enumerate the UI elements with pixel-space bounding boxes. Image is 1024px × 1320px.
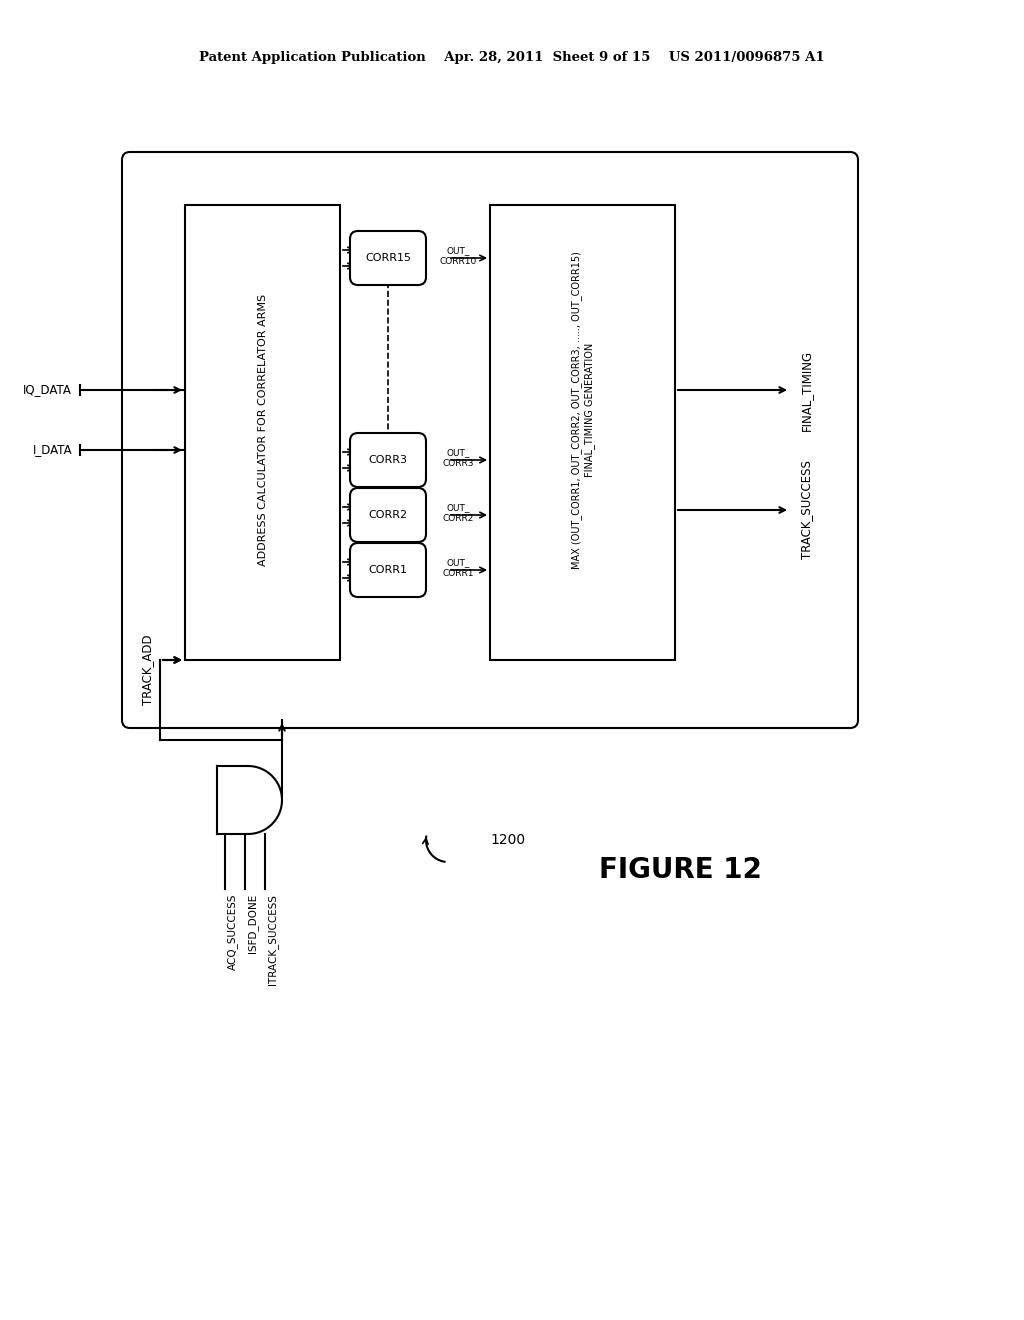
FancyBboxPatch shape xyxy=(350,488,426,543)
Text: Patent Application Publication    Apr. 28, 2011  Sheet 9 of 15    US 2011/009687: Patent Application Publication Apr. 28, … xyxy=(200,51,824,65)
Text: FIGURE 12: FIGURE 12 xyxy=(599,855,762,884)
FancyBboxPatch shape xyxy=(350,433,426,487)
Text: 1200: 1200 xyxy=(490,833,525,847)
FancyBboxPatch shape xyxy=(185,205,340,660)
Text: TRACK_ADD: TRACK_ADD xyxy=(141,635,155,705)
Text: ISFD_DONE: ISFD_DONE xyxy=(247,894,258,953)
Text: CORR1: CORR1 xyxy=(369,565,408,576)
FancyBboxPatch shape xyxy=(122,152,858,729)
FancyBboxPatch shape xyxy=(350,543,426,597)
Text: ACQ_SUCCESS: ACQ_SUCCESS xyxy=(227,894,238,970)
FancyBboxPatch shape xyxy=(350,231,426,285)
Text: TRACK_SUCCESS: TRACK_SUCCESS xyxy=(800,461,813,560)
Text: IQ_DATA: IQ_DATA xyxy=(24,384,72,396)
FancyBboxPatch shape xyxy=(490,205,675,660)
Text: FINAL_TIMING: FINAL_TIMING xyxy=(800,350,813,430)
Text: CORR2: CORR2 xyxy=(369,510,408,520)
Text: ITRACK_SUCCESS: ITRACK_SUCCESS xyxy=(267,894,278,985)
Text: ADDRESS CALCULATOR FOR CORRELATOR ARMS: ADDRESS CALCULATOR FOR CORRELATOR ARMS xyxy=(258,294,268,566)
Text: OUT_
CORR10: OUT_ CORR10 xyxy=(439,247,476,265)
Text: CORR15: CORR15 xyxy=(365,253,411,263)
Text: I_DATA: I_DATA xyxy=(33,444,72,457)
Text: OUT_
CORR3: OUT_ CORR3 xyxy=(442,449,474,467)
Text: CORR3: CORR3 xyxy=(369,455,408,465)
Text: MAX (OUT_CORR1, OUT_CORR2, OUT_CORR3, ....., OUT_CORR15)
FINAL_TIMING GENERATION: MAX (OUT_CORR1, OUT_CORR2, OUT_CORR3, ..… xyxy=(571,251,595,569)
Text: OUT_
CORR2: OUT_ CORR2 xyxy=(442,503,474,523)
Text: OUT_
CORR1: OUT_ CORR1 xyxy=(442,558,474,578)
